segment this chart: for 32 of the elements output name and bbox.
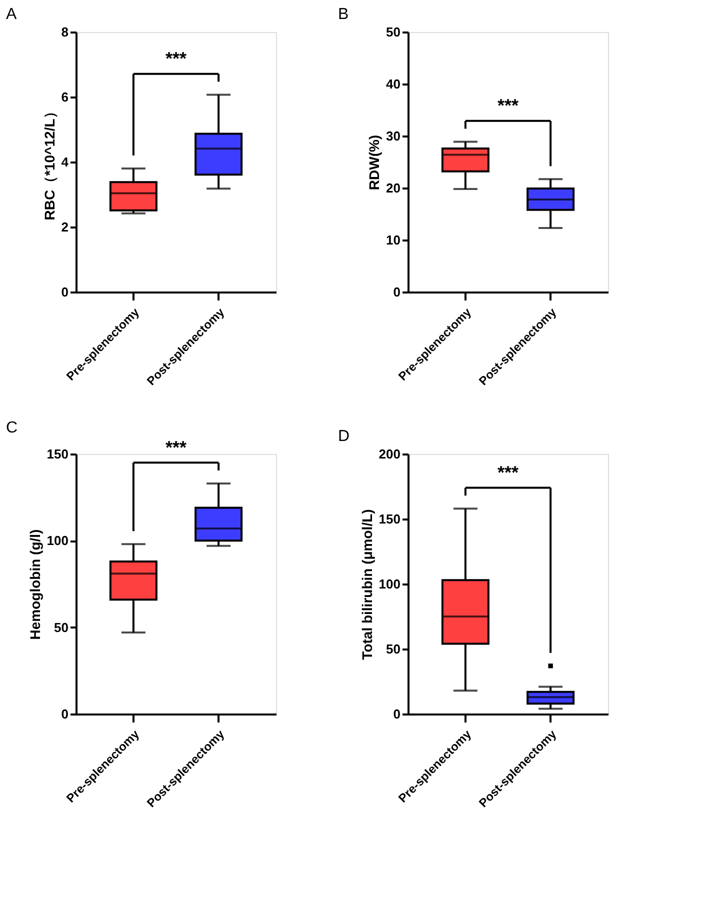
annotation: ***	[497, 96, 519, 116]
annotation: ***	[165, 48, 187, 69]
y-axis-title: RBC（*10^12/L）	[41, 104, 58, 220]
y-tick-label: 200	[378, 446, 400, 462]
chart-title: C	[6, 419, 18, 436]
y-tick-label: 6	[61, 90, 68, 104]
y-tick-label: 150	[378, 512, 400, 526]
y-tick-label: 50	[386, 642, 400, 656]
y-tick-label: 100	[46, 533, 68, 548]
y-tick-label: 2	[61, 220, 68, 234]
y-tick-label: 0	[393, 706, 400, 722]
y-tick-label: 0	[61, 706, 68, 722]
y-tick-label: 150	[46, 446, 68, 462]
y-tick-label: 10	[386, 232, 400, 248]
chart-title: B	[338, 6, 349, 23]
y-axis-title: RDW(%)	[366, 134, 382, 190]
y-tick-label: 50	[386, 24, 400, 40]
y-tick-label: 50	[54, 620, 68, 635]
y-tick-label: 30	[386, 128, 400, 144]
y-tick-label: 40	[386, 76, 400, 92]
chart-title: D	[338, 428, 350, 445]
annotation: ***	[497, 462, 519, 483]
y-tick-label: 8	[61, 24, 68, 40]
y-axis-title: Hemoglobin (g/l)	[26, 529, 43, 640]
chart-title: A	[6, 6, 17, 23]
y-tick-label: 100	[378, 576, 400, 592]
y-tick-label: 4	[61, 154, 70, 170]
annotation: ***	[165, 437, 187, 458]
y-tick-label: 0	[393, 284, 400, 300]
y-tick-label: 0	[61, 284, 68, 300]
y-axis-title: Total bilirubin (μmol/L)	[358, 509, 375, 660]
y-tick-label: 20	[386, 180, 400, 196]
